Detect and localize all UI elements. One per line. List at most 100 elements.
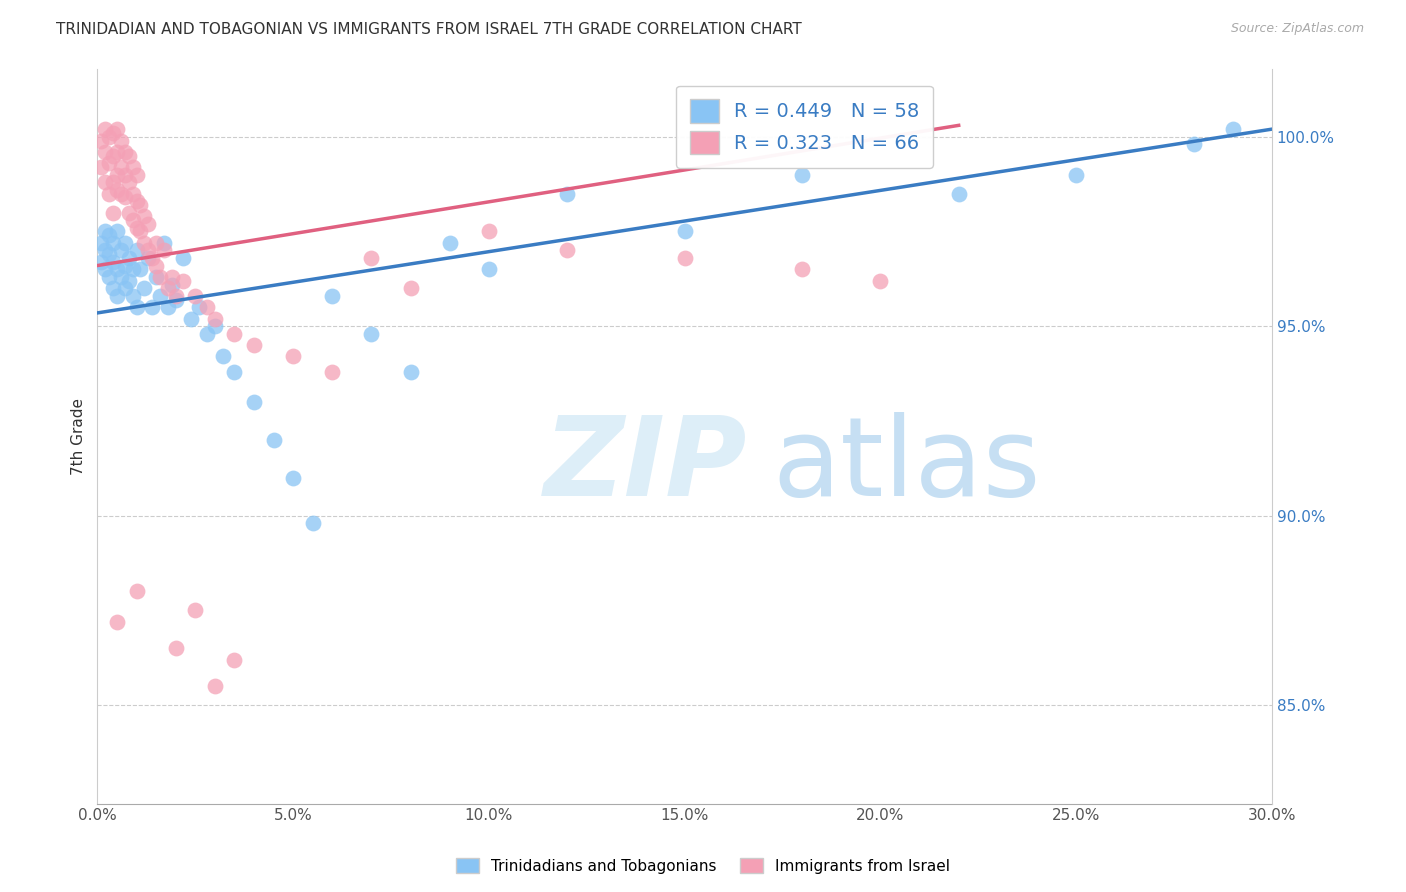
Point [90, 134, 112, 148]
Point [110, 186, 132, 201]
Point [105, 289, 128, 303]
Point [153, 235, 176, 250]
Point [101, 235, 124, 250]
Point [94, 244, 117, 258]
Point [105, 183, 128, 197]
Point [110, 244, 132, 258]
Point [94, 224, 117, 238]
Point [121, 289, 143, 303]
Point [145, 269, 167, 284]
Point [165, 293, 187, 307]
Point [204, 679, 226, 693]
Point [101, 175, 124, 189]
Point [101, 126, 124, 140]
Point [101, 281, 124, 295]
Text: ZIP: ZIP [544, 412, 747, 519]
Legend: R = 0.449   N = 58, R = 0.323   N = 66: R = 0.449 N = 58, R = 0.323 N = 66 [676, 86, 934, 168]
Point [110, 134, 132, 148]
Point [101, 149, 124, 163]
Text: atlas: atlas [773, 412, 1042, 519]
Point [156, 281, 179, 295]
Point [114, 168, 136, 182]
Point [121, 262, 143, 277]
Point [98, 186, 121, 201]
Point [173, 251, 195, 265]
Point [101, 254, 124, 268]
Point [211, 350, 233, 364]
Point [243, 395, 266, 409]
Point [160, 277, 183, 292]
Point [129, 262, 152, 277]
Point [224, 365, 246, 379]
Point [145, 235, 167, 250]
Point [105, 262, 128, 277]
Point [125, 220, 148, 235]
Point [118, 251, 141, 265]
Point [134, 209, 156, 223]
Point [1222, 122, 1244, 136]
Point [321, 289, 343, 303]
Point [134, 281, 156, 295]
Point [301, 516, 323, 531]
Point [224, 652, 246, 666]
Point [105, 224, 128, 238]
Point [281, 350, 304, 364]
Point [121, 186, 143, 201]
Point [105, 145, 128, 159]
Point [136, 217, 159, 231]
Point [141, 251, 163, 265]
Point [184, 603, 207, 617]
Point [145, 259, 167, 273]
Point [790, 262, 813, 277]
Point [153, 244, 176, 258]
Point [125, 168, 148, 182]
Point [94, 262, 117, 277]
Point [195, 326, 218, 341]
Point [94, 145, 117, 159]
Point [165, 289, 187, 303]
Point [114, 259, 136, 273]
Point [673, 224, 696, 238]
Point [184, 289, 207, 303]
Point [118, 149, 141, 163]
Point [98, 228, 121, 243]
Point [555, 186, 578, 201]
Point [136, 251, 159, 265]
Point [478, 224, 501, 238]
Point [114, 235, 136, 250]
Point [149, 289, 172, 303]
Point [224, 326, 246, 341]
Point [243, 338, 266, 352]
Point [790, 168, 813, 182]
Point [399, 281, 422, 295]
Point [869, 274, 891, 288]
Point [118, 274, 141, 288]
Point [180, 311, 202, 326]
Point [439, 235, 461, 250]
Point [94, 175, 117, 189]
Point [101, 205, 124, 219]
Point [321, 365, 343, 379]
Point [114, 145, 136, 159]
Point [281, 471, 304, 485]
Point [478, 262, 501, 277]
Point [118, 205, 141, 219]
Point [98, 269, 121, 284]
Point [105, 615, 128, 629]
Point [125, 300, 148, 314]
Point [110, 269, 132, 284]
Point [555, 244, 578, 258]
Point [149, 269, 172, 284]
Point [125, 584, 148, 599]
Point [156, 300, 179, 314]
Point [129, 224, 152, 238]
Point [90, 235, 112, 250]
Point [105, 168, 128, 182]
Point [90, 254, 112, 268]
Point [360, 326, 382, 341]
Point [195, 300, 218, 314]
Point [1064, 168, 1087, 182]
Point [160, 269, 183, 284]
Point [360, 251, 382, 265]
Point [673, 251, 696, 265]
